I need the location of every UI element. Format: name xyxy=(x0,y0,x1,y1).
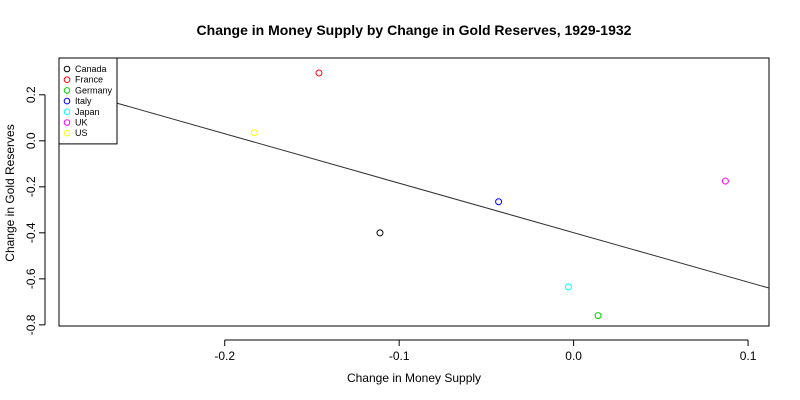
data-point-france xyxy=(315,69,323,77)
y-tick-label: 0.2 xyxy=(24,86,38,103)
legend-label: Germany xyxy=(75,85,113,95)
regression-line xyxy=(58,86,770,289)
legend-marker xyxy=(63,119,71,126)
data-point-uk xyxy=(721,177,729,185)
legend-label: Canada xyxy=(75,64,107,74)
legend-marker xyxy=(63,108,71,116)
y-tick-label: -0.4 xyxy=(24,222,38,243)
legend-marker xyxy=(63,76,71,83)
legend-marker xyxy=(63,65,71,73)
x-tick-label: 0.0 xyxy=(565,349,582,363)
legend-box xyxy=(58,57,118,145)
legend-marker xyxy=(63,87,71,94)
x-tick-label: 0.1 xyxy=(740,349,757,363)
chart-title: Change in Money Supply by Change in Gold… xyxy=(197,22,632,38)
plot-frame xyxy=(58,57,770,327)
y-tick-label: 0.0 xyxy=(24,132,38,149)
legend-label: US xyxy=(75,128,88,138)
legend-label: Italy xyxy=(75,96,92,106)
y-tick-label: -0.2 xyxy=(24,176,38,197)
legend-label: UK xyxy=(75,118,88,128)
x-tick-label: -0.2 xyxy=(214,349,235,363)
y-tick-label: -0.6 xyxy=(24,268,38,289)
data-point-canada xyxy=(376,229,384,237)
y-axis-label: Change in Gold Reserves xyxy=(3,124,17,261)
x-tick-label: -0.1 xyxy=(389,349,410,363)
legend-label: Japan xyxy=(75,107,100,117)
x-axis-label: Change in Money Supply xyxy=(347,371,481,385)
y-tick-label: -0.8 xyxy=(24,314,38,335)
data-point-italy xyxy=(495,198,503,206)
data-point-japan xyxy=(564,283,572,291)
data-point-us xyxy=(250,129,258,137)
data-point-germany xyxy=(594,312,602,320)
legend-label: France xyxy=(75,75,103,85)
legend-marker xyxy=(63,97,71,105)
legend-marker xyxy=(63,129,71,137)
